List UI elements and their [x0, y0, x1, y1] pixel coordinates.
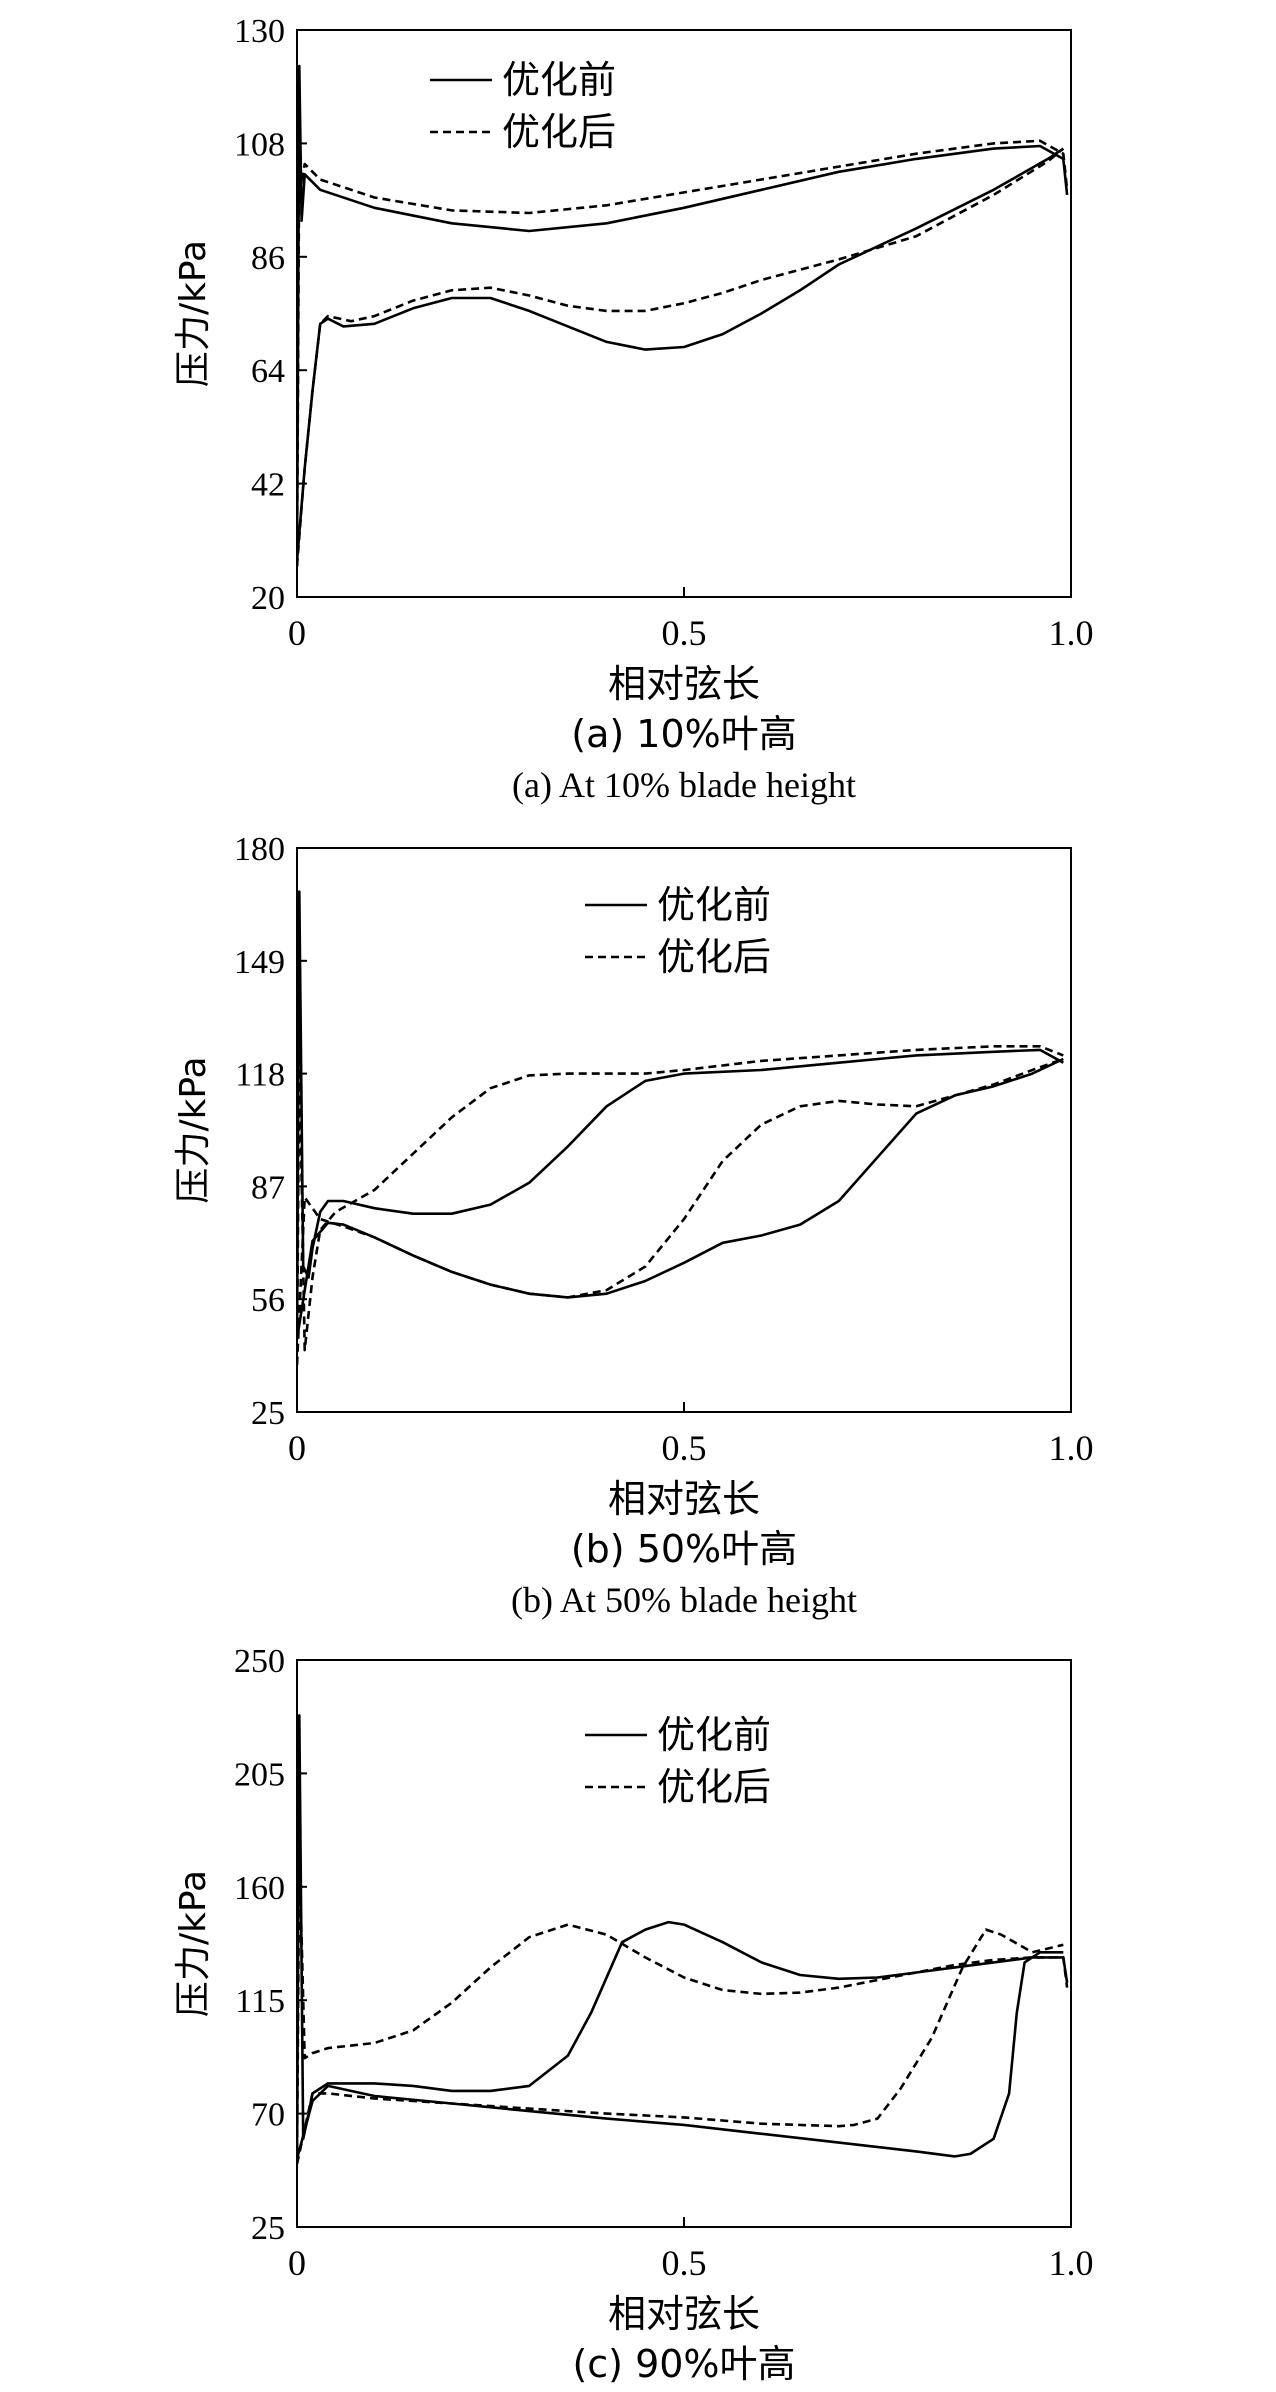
- y-tick-label: 42: [251, 467, 285, 504]
- y-tick-label: 25: [251, 2210, 285, 2247]
- series-before-line: [297, 1057, 1064, 1340]
- y-tick-label: 86: [251, 240, 285, 277]
- x-tick-label: 0.5: [662, 1428, 707, 1468]
- y-tick-label: 118: [235, 1057, 285, 1094]
- legend-label: 优化后: [657, 935, 771, 979]
- y-axis-label: 压力/kPa: [173, 240, 214, 387]
- y-tick-label: 130: [234, 13, 285, 50]
- x-tick-label: 1.0: [1049, 2243, 1094, 2283]
- y-axis-label: 压力/kPa: [173, 1870, 214, 2017]
- plot-frame: [296, 847, 1072, 1413]
- legend-label: 优化后: [502, 110, 616, 154]
- y-tick-label: 64: [251, 353, 285, 390]
- x-tick-label: 0: [288, 1428, 306, 1468]
- x-tick-label: 1.0: [1049, 1428, 1094, 1468]
- caption-en: (a) At 10% blade height: [512, 765, 856, 805]
- y-tick-label: 205: [234, 1756, 285, 1793]
- legend-label: 优化前: [657, 1713, 771, 1757]
- legend-label: 优化前: [502, 58, 616, 102]
- y-tick-label: 160: [234, 1870, 285, 1907]
- legend-label: 优化后: [657, 1765, 771, 1809]
- y-tick-label: 20: [251, 580, 285, 617]
- x-tick-label: 0: [288, 2243, 306, 2283]
- series-before-line: [297, 1951, 1064, 2160]
- x-tick-label: 0.5: [662, 613, 707, 653]
- series-after-line: [297, 1045, 1064, 1365]
- x-tick-label: 0.5: [662, 2243, 707, 2283]
- legend-label: 优化前: [657, 883, 771, 927]
- series-before-line: [297, 890, 1064, 1340]
- x-tick-label: 1.0: [1049, 613, 1094, 653]
- y-tick-label: 250: [234, 1643, 285, 1680]
- y-tick-label: 87: [251, 1169, 285, 1206]
- x-axis-label: 相对弦长: [608, 1477, 760, 1521]
- y-tick-label: 180: [234, 831, 285, 868]
- chart-panel-2: 25 70 115 160 205 250 0 0.5 1.0 压力/kPa 相对弦长 (c) 90%…: [173, 1643, 1094, 2386]
- series-after-line: [297, 139, 1069, 567]
- caption-en: (b) At 50% blade height: [511, 1580, 857, 1620]
- caption-cn: (b) 50%叶高: [571, 1527, 797, 1571]
- y-tick-label: 25: [251, 1395, 285, 1432]
- caption-cn: (c) 90%叶高: [572, 2342, 795, 2386]
- series-after-line: [297, 1928, 1064, 2165]
- series-after-line: [297, 1057, 1064, 1365]
- y-axis-label: 压力/kPa: [173, 1056, 214, 1203]
- y-tick-label: 56: [251, 1282, 285, 1319]
- y-tick-label: 108: [234, 126, 285, 163]
- x-tick-label: 0: [288, 613, 306, 653]
- series-after-line: [297, 1847, 1069, 2165]
- caption-cn: (a) 10%叶高: [571, 712, 796, 756]
- plot-frame: [296, 29, 1072, 598]
- series-before-line: [297, 64, 1069, 561]
- x-axis-label: 相对弦长: [608, 662, 760, 706]
- series-before-line: [297, 147, 1065, 562]
- chart-panel-0: 20 42 64 86 108 130 0 0.5 1.0 压力/kPa 相对弦长 (a) 10%叶高…: [173, 13, 1094, 805]
- series-after-line: [297, 147, 1065, 567]
- y-tick-label: 115: [235, 1983, 285, 2020]
- chart-panel-1: 25 56 87 118 149 180 0 0.5 1.0 压力/kPa 相对弦长 (b) 50%叶…: [173, 831, 1094, 1620]
- y-tick-label: 149: [234, 944, 285, 981]
- y-tick-label: 70: [251, 2097, 285, 2134]
- x-axis-label: 相对弦长: [608, 2292, 760, 2336]
